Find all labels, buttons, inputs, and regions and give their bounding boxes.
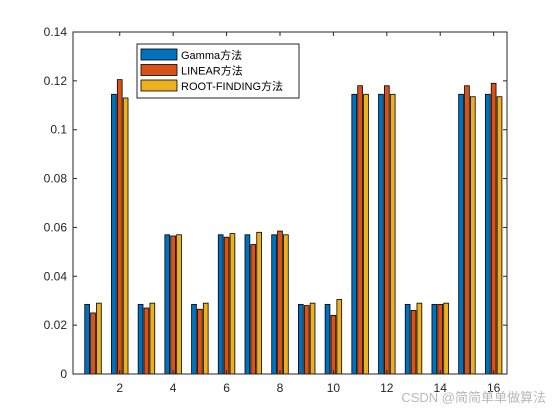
bar-series-3-cat-13 [416, 302, 423, 375]
bar-series-2-cat-3 [143, 307, 150, 375]
bar-series-2-cat-8 [277, 230, 283, 375]
y-tick-label: 0 [60, 367, 67, 381]
bar-series-3-cat-6 [229, 233, 236, 375]
bar-series-2-cat-10 [330, 314, 337, 375]
y-tick-label: 0.08 [44, 172, 68, 186]
y-tick-label: 0.02 [44, 318, 68, 332]
bar-series-1-cat-8 [271, 234, 277, 375]
legend-label-3: ROOT-FINDING方法 [181, 79, 283, 93]
axes-box [72, 31, 508, 375]
x-tick-label: 14 [434, 381, 448, 395]
bar-series-3-cat-15 [470, 96, 476, 375]
bar-series-3-cat-8 [283, 234, 289, 375]
bar-series-2-cat-11 [357, 85, 363, 375]
x-tick-label: 2 [116, 381, 123, 395]
legend-label-2: LINEAR方法 [181, 64, 243, 78]
legend-swatch-1 [140, 48, 178, 61]
x-tick-label: 8 [277, 381, 284, 395]
bar-series-2-cat-5 [197, 308, 203, 375]
bar-series-2-cat-14 [437, 303, 444, 375]
x-tick-label: 10 [327, 381, 341, 395]
y-tick-label: 0.1 [50, 123, 67, 137]
bar-series-1-cat-5 [191, 303, 197, 375]
bar-series-1-cat-1 [84, 303, 90, 375]
bar-series-3-cat-3 [149, 302, 156, 375]
ticks-layer: 0 0.02 0.04 0.06 0.08 0.1 0.12 0.14 2 4 6 8 10 12 14 16 [44, 25, 507, 395]
bar-series-1-cat-9 [298, 303, 304, 375]
bar-series-2-cat-12 [384, 85, 390, 375]
bar-series-2-cat-7 [250, 244, 257, 375]
y-tick-label: 0.06 [44, 220, 68, 234]
bar-series-3-cat-10 [336, 299, 343, 375]
y-tick-label: 0.04 [44, 269, 68, 283]
x-tick-label: 16 [487, 381, 501, 395]
bar-series-1-cat-13 [404, 303, 411, 375]
bar-series-3-cat-7 [256, 231, 262, 375]
bar-series-2-cat-6 [223, 236, 230, 375]
bar-series-1-cat-11 [351, 93, 358, 375]
bar-series-2-cat-13 [410, 310, 417, 375]
x-tick-label: 4 [170, 381, 177, 395]
bar-series-2-cat-9 [303, 305, 310, 375]
bar-series-3-cat-11 [363, 93, 369, 375]
bar-series-3-cat-9 [309, 302, 316, 375]
legend-label-1: Gamma方法 [181, 48, 242, 62]
bar-series-1-cat-16 [484, 93, 491, 375]
x-tick-label: 6 [223, 381, 230, 395]
bar-series-1-cat-3 [137, 303, 144, 375]
bar-series-2-cat-4 [170, 235, 176, 375]
bar-series-3-cat-12 [389, 93, 396, 375]
bar-series-3-cat-4 [176, 234, 182, 375]
bar-series-3-cat-16 [496, 96, 503, 375]
bar-series-1-cat-15 [458, 93, 464, 375]
bar-series-3-cat-5 [202, 302, 209, 375]
bar-series-1-cat-2 [111, 93, 117, 375]
bar-series-2-cat-15 [464, 85, 470, 375]
bar-series-3-cat-14 [443, 302, 449, 375]
bar-series-1-cat-14 [431, 303, 438, 375]
bar-series-2-cat-1 [90, 312, 96, 375]
y-tick-label: 0.14 [44, 25, 68, 39]
watermark: CSDN @简简单单做算法 [401, 390, 546, 405]
bar-series-1-cat-6 [217, 234, 224, 375]
y-tick-label: 0.12 [44, 74, 68, 88]
bar-series-1-cat-12 [378, 93, 384, 375]
bar-series-2-cat-16 [490, 82, 497, 375]
bar-series-1-cat-7 [244, 234, 251, 375]
bar-series-1-cat-4 [164, 234, 171, 375]
x-tick-label: 12 [380, 381, 394, 395]
legend-swatch-3 [140, 79, 178, 92]
bar-series-1-cat-10 [324, 303, 331, 375]
bar-series-3-cat-2 [122, 97, 129, 375]
bar-series-2-cat-2 [116, 79, 123, 375]
legend-swatch-2 [140, 64, 178, 76]
bar-series-3-cat-1 [96, 302, 102, 375]
bars-layer [84, 79, 503, 375]
